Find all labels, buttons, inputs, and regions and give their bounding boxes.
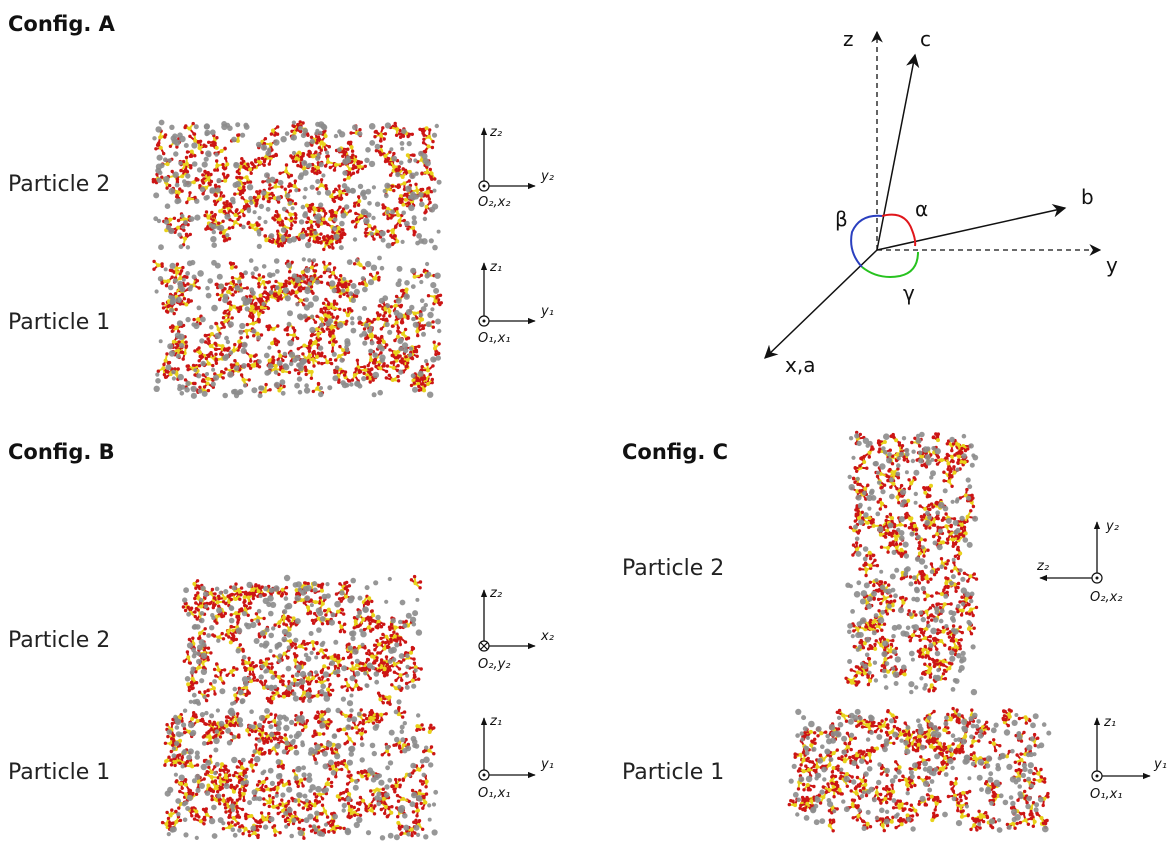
frame-a2-horizontal-label: y₂: [540, 169, 554, 184]
config-b-particle-2-cluster: [181, 574, 423, 707]
config-a-particle-2-label: Particle 2: [8, 172, 111, 197]
config-a-particle-1-cluster: [152, 255, 443, 399]
config-a-particle-2-cluster: [151, 119, 442, 252]
frame-a1-origin-label: O₁,x₁: [478, 331, 510, 346]
frame-c1: z₁ y₁ O₁,x₁: [1090, 715, 1167, 802]
frame-a2-origin-label: O₂,x₂: [478, 195, 510, 210]
z-axis-label: z: [843, 27, 854, 51]
frame-c1-vertical-label: z₁: [1103, 715, 1116, 730]
frame-b1: z₁ y₁ O₁,x₁: [478, 714, 554, 801]
config-c-particle-1-cluster: [787, 706, 1052, 833]
y-axis-label: y: [1106, 253, 1118, 277]
frame-c1-horizontal-label: y₁: [1153, 757, 1167, 772]
frame-b2-horizontal-label: x₂: [540, 629, 554, 644]
xa-axis-label: x,a: [785, 353, 815, 377]
config-b-title: Config. B: [8, 440, 115, 464]
gamma-arc: [861, 251, 919, 278]
beta-arc: [850, 214, 883, 268]
frame-c2-horizontal-label: z₂: [1036, 559, 1049, 574]
frame-c2-vertical-label: y₂: [1105, 519, 1119, 534]
frame-a1-horizontal-label: y₁: [540, 304, 554, 319]
config-b-particle-2-label: Particle 2: [8, 628, 111, 653]
frame-a2: z₂ y₂ O₂,x₂: [478, 125, 554, 210]
config-a-title: Config. A: [8, 12, 115, 36]
config-c-particle-1-label: Particle 1: [622, 760, 725, 785]
xa-axis-arrow: [764, 249, 878, 359]
config-c-particle-2-label: Particle 2: [622, 556, 725, 581]
config-a-particle-1-label: Particle 1: [8, 310, 111, 335]
frame-c1-origin-label: O₁,x₁: [1090, 787, 1122, 802]
b-axis-label: b: [1081, 185, 1094, 209]
config-c-particle-2-cluster: [844, 430, 979, 696]
c-axis-label: c: [920, 27, 931, 51]
frame-a1-vertical-label: z₁: [489, 260, 502, 275]
frame-a1: z₁ y₁ O₁,x₁: [478, 260, 554, 346]
frame-b2: z₂ x₂ O₂,y₂: [478, 586, 554, 672]
frame-b1-horizontal-label: y₁: [540, 757, 554, 772]
frame-b1-origin-label: O₁,x₁: [478, 786, 510, 801]
config-b-particle-1-label: Particle 1: [8, 760, 111, 785]
alpha-label: α: [915, 197, 928, 221]
lattice-axes-triad: z c b y x,a α β γ: [764, 27, 1118, 377]
frame-b2-vertical-label: z₂: [489, 586, 502, 601]
alpha-arc: [881, 213, 917, 247]
frame-b2-origin-label: O₂,y₂: [478, 657, 510, 672]
beta-label: β: [835, 207, 848, 231]
frame-b1-vertical-label: z₁: [489, 714, 502, 729]
config-c-title: Config. C: [622, 440, 729, 464]
c-axis-arrow: [876, 53, 920, 251]
config-b-particle-1-cluster: [160, 706, 439, 841]
frame-a2-vertical-label: z₂: [489, 125, 502, 140]
gamma-label: γ: [903, 281, 915, 305]
frame-c2-origin-label: O₂,x₂: [1090, 590, 1122, 605]
frame-c2: y₂ z₂ O₂,x₂: [1036, 519, 1122, 605]
b-axis-arrow: [876, 204, 1067, 251]
